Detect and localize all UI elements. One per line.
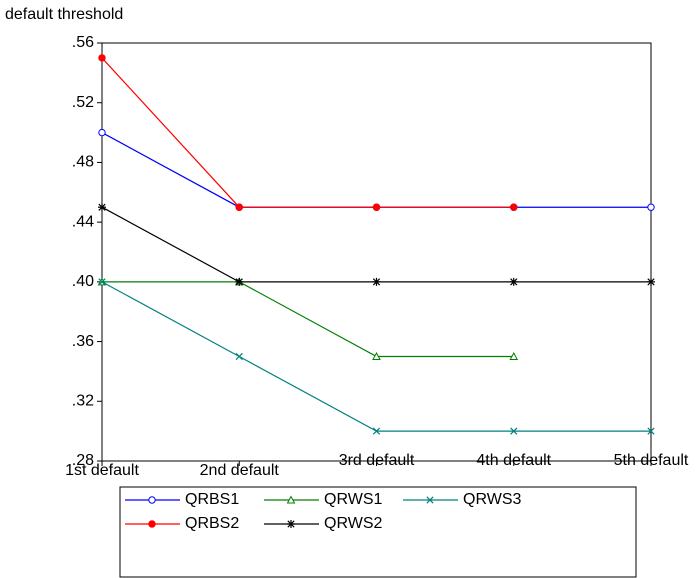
marker (647, 203, 655, 211)
y-tick-label: .52 (72, 94, 94, 111)
series-line (101, 57, 514, 208)
marker-stroke (372, 427, 381, 435)
marker-stroke (98, 278, 106, 286)
marker (98, 128, 106, 137)
marker (148, 520, 156, 528)
y-tick-label: .40 (72, 273, 94, 290)
legend-label: QRWS1 (324, 491, 382, 508)
marker (509, 351, 519, 360)
y-tick-label: .56 (72, 34, 94, 51)
marker (235, 277, 244, 286)
marker (98, 278, 106, 286)
x-tick-label: 3rd default (339, 452, 415, 469)
legend-label: QRWS3 (463, 491, 521, 508)
marker (372, 351, 381, 360)
marker (510, 427, 518, 435)
marker-stroke (426, 496, 434, 504)
legend-label: QRWS2 (324, 515, 382, 532)
marker (286, 495, 296, 504)
marker (287, 520, 295, 528)
y-axis-title: default threshold (5, 6, 123, 23)
marker (426, 496, 434, 504)
legend-label: QRBS1 (185, 491, 239, 508)
marker (98, 54, 106, 62)
y-tick-label: .44 (72, 213, 94, 230)
y-tick-label: .32 (72, 393, 94, 410)
series-line (101, 132, 651, 208)
x-tick-label: 1st default (65, 462, 139, 479)
series-line (101, 206, 651, 283)
x-tick-label: 4th default (476, 452, 551, 469)
marker (235, 352, 243, 361)
marker (647, 427, 655, 435)
series-line (102, 281, 514, 358)
y-tick-label: .36 (72, 333, 94, 350)
y-tick-label: .28 (72, 452, 94, 469)
marker (372, 427, 381, 435)
x-tick-label: 5th default (614, 452, 689, 469)
marker-stroke (647, 427, 655, 435)
marker (372, 203, 381, 211)
marker (98, 203, 106, 212)
marker-stroke (510, 427, 518, 435)
x-tick-label: 2nd default (200, 462, 280, 479)
marker-stroke (235, 352, 243, 361)
marker (510, 203, 518, 211)
legend-label: QRBS2 (185, 515, 239, 532)
marker (372, 277, 381, 286)
marker (509, 277, 518, 286)
legend-frame (119, 486, 637, 578)
y-tick-label: .48 (72, 154, 94, 171)
marker (235, 203, 243, 211)
marker (647, 277, 655, 286)
marker (148, 496, 156, 504)
